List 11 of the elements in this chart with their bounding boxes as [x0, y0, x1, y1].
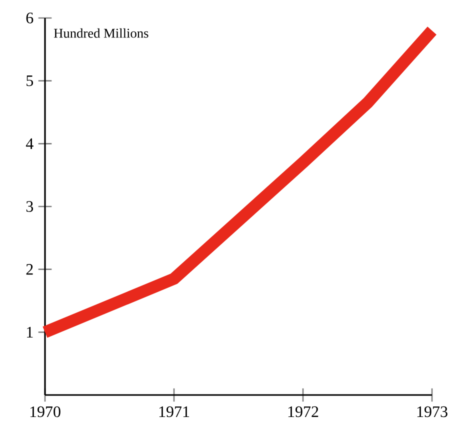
x-tick-label: 1971	[159, 406, 190, 418]
y-tick-label: 1	[27, 326, 33, 338]
y-tick-label: 6	[26, 12, 34, 24]
y-tick-label: 5	[26, 76, 34, 86]
x-tick-label: 1970	[30, 406, 60, 418]
y-tick-label: 4	[26, 138, 34, 149]
y-tick-label: 3	[26, 201, 34, 212]
y-tick-label: 2	[26, 264, 33, 275]
x-tick-label: 1972	[288, 406, 318, 418]
y-axis-title: Hundred Millions	[54, 28, 148, 38]
x-tick-label: 1973	[417, 406, 448, 418]
